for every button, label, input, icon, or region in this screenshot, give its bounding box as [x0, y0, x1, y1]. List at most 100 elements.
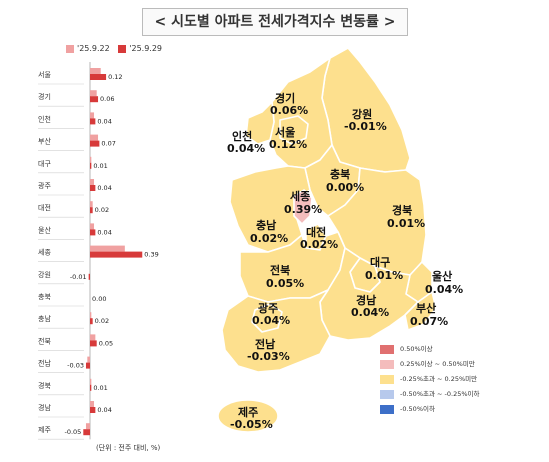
bar-current	[90, 318, 93, 325]
map-label-gwangju-value: 0.04%	[252, 314, 291, 327]
legend-swatch-current	[118, 44, 127, 53]
legend-label-prev: '25.9.22	[77, 44, 110, 53]
map-label-daejeon-value: 0.02%	[300, 238, 339, 251]
chart-title: < 시도별 아파트 전세가격지수 변동률 >	[142, 8, 408, 36]
value-label: 0.04	[97, 117, 111, 125]
map-label-chungbuk-name: 충북	[330, 168, 351, 181]
category-label: 충남	[38, 314, 51, 323]
map-region-sejong	[293, 189, 313, 225]
category-label: 서울	[38, 70, 51, 79]
value-label: 0.01	[93, 384, 107, 392]
map-label-jeonnam-value: -0.03%	[247, 350, 290, 363]
map-legend-label: -0.25%초과 ~ 0.25%미만	[400, 375, 478, 383]
category-label: 충북	[38, 292, 51, 301]
map-legend: 0.50%이상 0.25%이상 ~ 0.50%미만 -0.25%초과 ~ 0.2…	[380, 343, 480, 418]
map-legend-label: 0.50%이상	[400, 345, 433, 353]
bar-current	[90, 74, 107, 80]
bar-current	[90, 96, 99, 103]
map-region-jeju	[217, 399, 279, 433]
map-legend-swatch	[380, 404, 394, 414]
value-label: 0.04	[97, 184, 111, 192]
map-region-busan	[404, 291, 437, 331]
value-label: 0.04	[97, 228, 111, 236]
category-label: 경북	[38, 381, 51, 390]
category-label: 대구	[38, 160, 51, 168]
bar-prev	[90, 223, 95, 230]
map-label-daegu-value: 0.01%	[365, 269, 404, 282]
map-legend-item: 0.25%이상 ~ 0.50%미만	[380, 358, 480, 370]
map-legend-swatch	[380, 389, 394, 399]
value-label: 0.02	[95, 206, 109, 214]
bar-prev	[90, 112, 95, 119]
bar-prev	[90, 334, 96, 341]
value-label: -0.03	[67, 362, 84, 370]
bar-current	[90, 118, 96, 125]
bar-prev	[90, 201, 93, 208]
category-label: 경남	[38, 403, 51, 412]
map-label-incheon-value: 0.04%	[227, 142, 266, 155]
korea-map	[217, 47, 437, 433]
map-legend-item: 0.50%이상	[380, 343, 480, 355]
unit-note: (단위 : 전주 대비, %)	[96, 444, 161, 452]
map-label-incheon-name: 인천	[232, 130, 253, 143]
legend-item-prev: '25.9.22	[66, 44, 110, 53]
bar-prev	[90, 312, 92, 319]
map-label-gwangju-name: 광주	[258, 302, 279, 315]
category-label: 인천	[38, 114, 51, 123]
map-legend-swatch	[380, 359, 394, 369]
bar-prev	[90, 134, 99, 141]
map-legend-swatch	[380, 374, 394, 384]
bar-current	[90, 384, 92, 391]
category-label: 강원	[38, 270, 51, 279]
map-label-gyeongnam-value: 0.04%	[351, 306, 390, 319]
map-legend-swatch	[380, 344, 394, 354]
value-label: 0.12	[108, 73, 122, 81]
map-label-gyeongbuk-value: 0.01%	[387, 217, 426, 230]
bar-current	[90, 140, 100, 147]
map-label-jeju-name: 제주	[238, 406, 259, 419]
map-label-jeju-value: -0.05%	[230, 418, 273, 431]
map-label-gyeongnam-name: 경남	[356, 294, 377, 307]
bar-prev	[90, 90, 97, 97]
map-label-chungnam-name: 충남	[256, 219, 277, 232]
bar-prev	[90, 156, 92, 163]
bar-prev	[90, 245, 125, 252]
category-label: 대전	[38, 203, 51, 212]
map-legend-label: -0.50%이하	[400, 405, 435, 413]
value-label: 0.01	[93, 162, 107, 170]
bar-current	[85, 362, 90, 369]
map-label-sejong-name: 세종	[290, 190, 311, 203]
bar-current	[90, 162, 92, 169]
category-label: 울산	[38, 225, 51, 234]
map-label-gangwon-name: 강원	[352, 108, 373, 121]
map-label-busan-name: 부산	[416, 302, 437, 315]
bar-prev	[87, 356, 90, 363]
value-label: 0.02	[95, 317, 109, 325]
map-region-seoul	[279, 115, 309, 145]
value-label: 0.00	[92, 295, 106, 303]
map-legend-item: -0.25%초과 ~ 0.25%미만	[380, 373, 480, 385]
value-label: -0.05	[64, 428, 81, 436]
value-label: 0.04	[97, 406, 111, 414]
value-label: 0.05	[99, 339, 113, 347]
map-label-chungbuk-value: 0.00%	[326, 181, 365, 194]
map-label-jeonbuk-name: 전북	[270, 264, 291, 277]
map-label-gyeonggi-value: 0.06%	[270, 104, 309, 117]
map-label-daegu-name: 대구	[370, 256, 391, 269]
value-label: 0.06	[100, 95, 114, 103]
map-label-jeonbuk-value: 0.05%	[266, 277, 305, 290]
bar-current	[90, 340, 97, 347]
map-label-jeonnam-name: 전남	[255, 338, 276, 351]
map-label-busan-value: 0.07%	[410, 315, 449, 328]
bar-current	[90, 407, 96, 413]
bar-current	[90, 251, 143, 258]
bar-current	[90, 185, 96, 191]
map-legend-item: -0.50%이하	[380, 403, 480, 415]
map-legend-label: 0.25%이상 ~ 0.50%미만	[400, 360, 475, 368]
bar-current	[90, 207, 93, 214]
map-region-gyeongnam	[319, 247, 419, 341]
map-label-sejong-value: 0.39%	[284, 203, 323, 216]
bar-prev	[85, 423, 90, 430]
bar-prev	[90, 378, 92, 385]
map-label-gangwon-value: -0.01%	[344, 120, 387, 133]
